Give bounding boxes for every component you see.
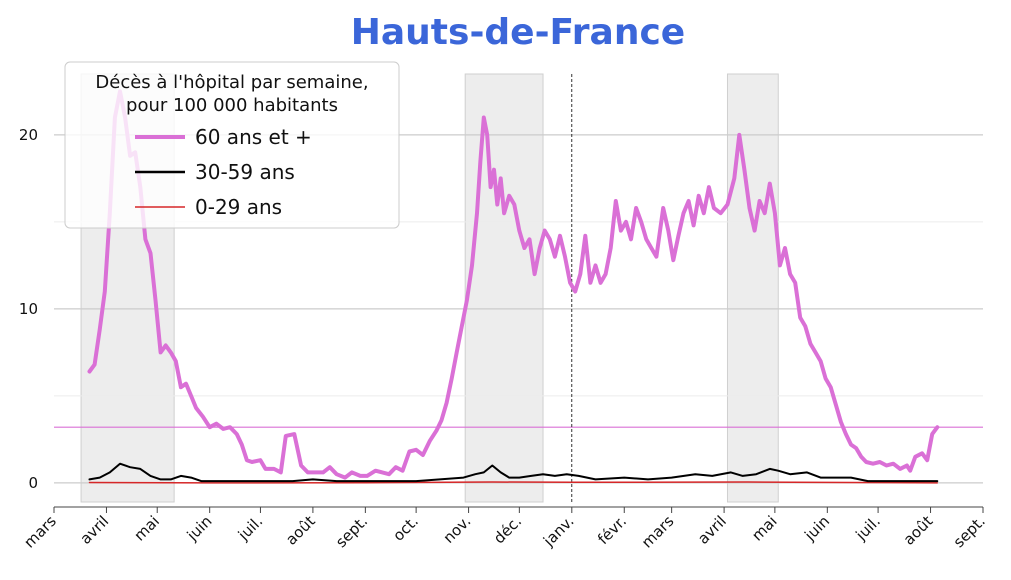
x-tick-label-17: août [900,512,937,549]
x-tick-label-5: août [282,512,319,549]
x-tick-label-11: févr. [594,512,630,548]
legend-label-30-59: 30-59 ans [195,160,295,184]
legend-title-line-2: pour 100 000 habitants [126,95,338,116]
legend-label-60-plus: 60 ans et + [195,125,312,149]
legend-title-line-1: Décès à l'hôpital par semaine, [95,72,368,93]
legend-label-0-29: 0-29 ans [195,195,282,219]
x-tick-label-15: juin [800,512,833,545]
x-tick-label-1: avril [77,512,113,548]
legend: Décès à l'hôpital par semaine, pour 100 … [64,61,400,229]
x-tick-label-6: sept. [332,512,371,551]
x-tick-label-3: juin [183,512,216,545]
legend-box [64,61,400,229]
x-tick-label-16: juil. [852,512,884,544]
x-tick-label-9: déc. [490,512,525,547]
x-tick-label-4: juil. [234,512,266,544]
x-tick-label-2: mai [131,512,164,545]
x-tick-label-0: mars [20,512,60,552]
shaded-period-3 [726,73,779,503]
chart-title: Hauts-de-France [351,12,685,53]
x-tick-label-14: mai [748,512,781,545]
x-tick-label-10: janv. [539,512,577,550]
y-tick-label-10: 10 [19,300,38,318]
series-line-2 [88,481,939,484]
y-tick-label-0: 0 [28,474,38,492]
x-tick-label-12: mars [638,512,678,552]
x-tick-label-18: sept. [950,512,989,551]
x-tick-label-7: oct. [389,512,422,545]
shaded-period-2 [464,73,544,503]
x-tick-label-13: avril [694,512,730,548]
series-line-0 [87,89,940,480]
y-tick-label-20: 20 [19,126,38,144]
x-tick-label-8: nov. [440,512,475,547]
series-line-1 [88,462,939,483]
